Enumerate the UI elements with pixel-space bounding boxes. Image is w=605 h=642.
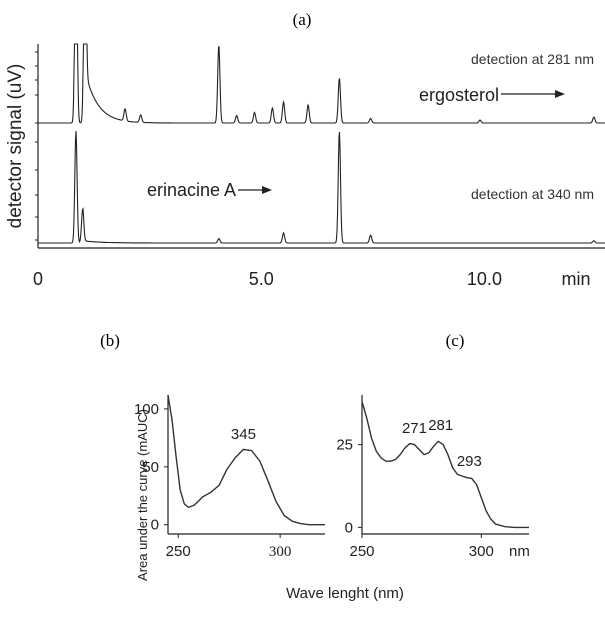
x-tick-label: 0 [33,269,43,289]
x-tick-label: 300 [269,544,292,560]
spectrum-b-annotations: 345 [231,426,256,443]
y-tick-label: 100 [134,401,159,418]
chromatogram-traces [38,43,605,244]
ergosterol-arrow-head [555,90,565,98]
chromatogram-x-ticks: 0 5.0 10.0 min [33,269,590,289]
chromatogram-trace-2 [38,131,605,244]
annotation-detection-281: detection at 281 nm [471,51,594,67]
x-tick-label: 10.0 [467,269,502,289]
spectrum-b-series [167,394,325,526]
x-tick-label: 250 [349,543,374,560]
y-tick-label: 25 [336,437,353,454]
x-tick-label: 5.0 [249,269,274,289]
spectrum-c-panel: 0 25 250 300 nm 271 281 293 [336,395,530,560]
spectrum-b-panel: 0 50 100 250 300 345 Area under the curve (m… [134,394,325,581]
y-tick-label: 50 [142,459,159,476]
x-tick-label: 300 [469,543,494,560]
panel-a-label: (a) [293,10,312,29]
chromatogram-annotations: detection at 281 nm ergosterol erinacine A… [147,51,594,202]
panel-c-label: (c) [446,331,465,350]
x-tick-label: 250 [166,543,191,560]
peak-label: 345 [231,426,256,443]
x-tick-label: min [561,269,590,289]
x-unit-label: nm [509,543,530,560]
erinacine-arrow-head [262,186,272,194]
chromatogram-y-ticks [35,51,38,241]
annotation-erinacine-a: erinacine A [147,180,236,200]
peak-label: 271 [402,420,427,437]
y-tick-label: 0 [151,517,159,534]
annotation-detection-340: detection at 340 nm [471,186,594,202]
peak-label: 293 [457,453,482,470]
panel-b-label: (b) [100,331,120,350]
spectrum-c-axes: 0 25 250 300 nm [336,395,530,560]
chromatogram-panel: 0 5.0 10.0 min detector signal (uV) detecti… [5,43,605,289]
annotation-ergosterol: ergosterol [419,85,499,105]
peak-label: 281 [428,417,453,434]
spectrum-line [167,394,325,526]
spectrum-y-axis-label: Area under the curve (mAUC) [135,409,150,581]
chromatogram-y-axis-label: detector signal (uV) [5,64,26,229]
wavelength-axis-label: Wave lenght (nm) [286,585,404,602]
chromatogram-trace-1 [38,43,605,124]
y-tick-label: 0 [345,519,353,536]
spectrum-line [361,401,529,529]
spectrum-c-series [361,401,529,529]
spectrum-b-axes: 0 50 100 250 300 [134,395,325,560]
spectrum-c-annotations: 271 281 293 [402,417,482,470]
